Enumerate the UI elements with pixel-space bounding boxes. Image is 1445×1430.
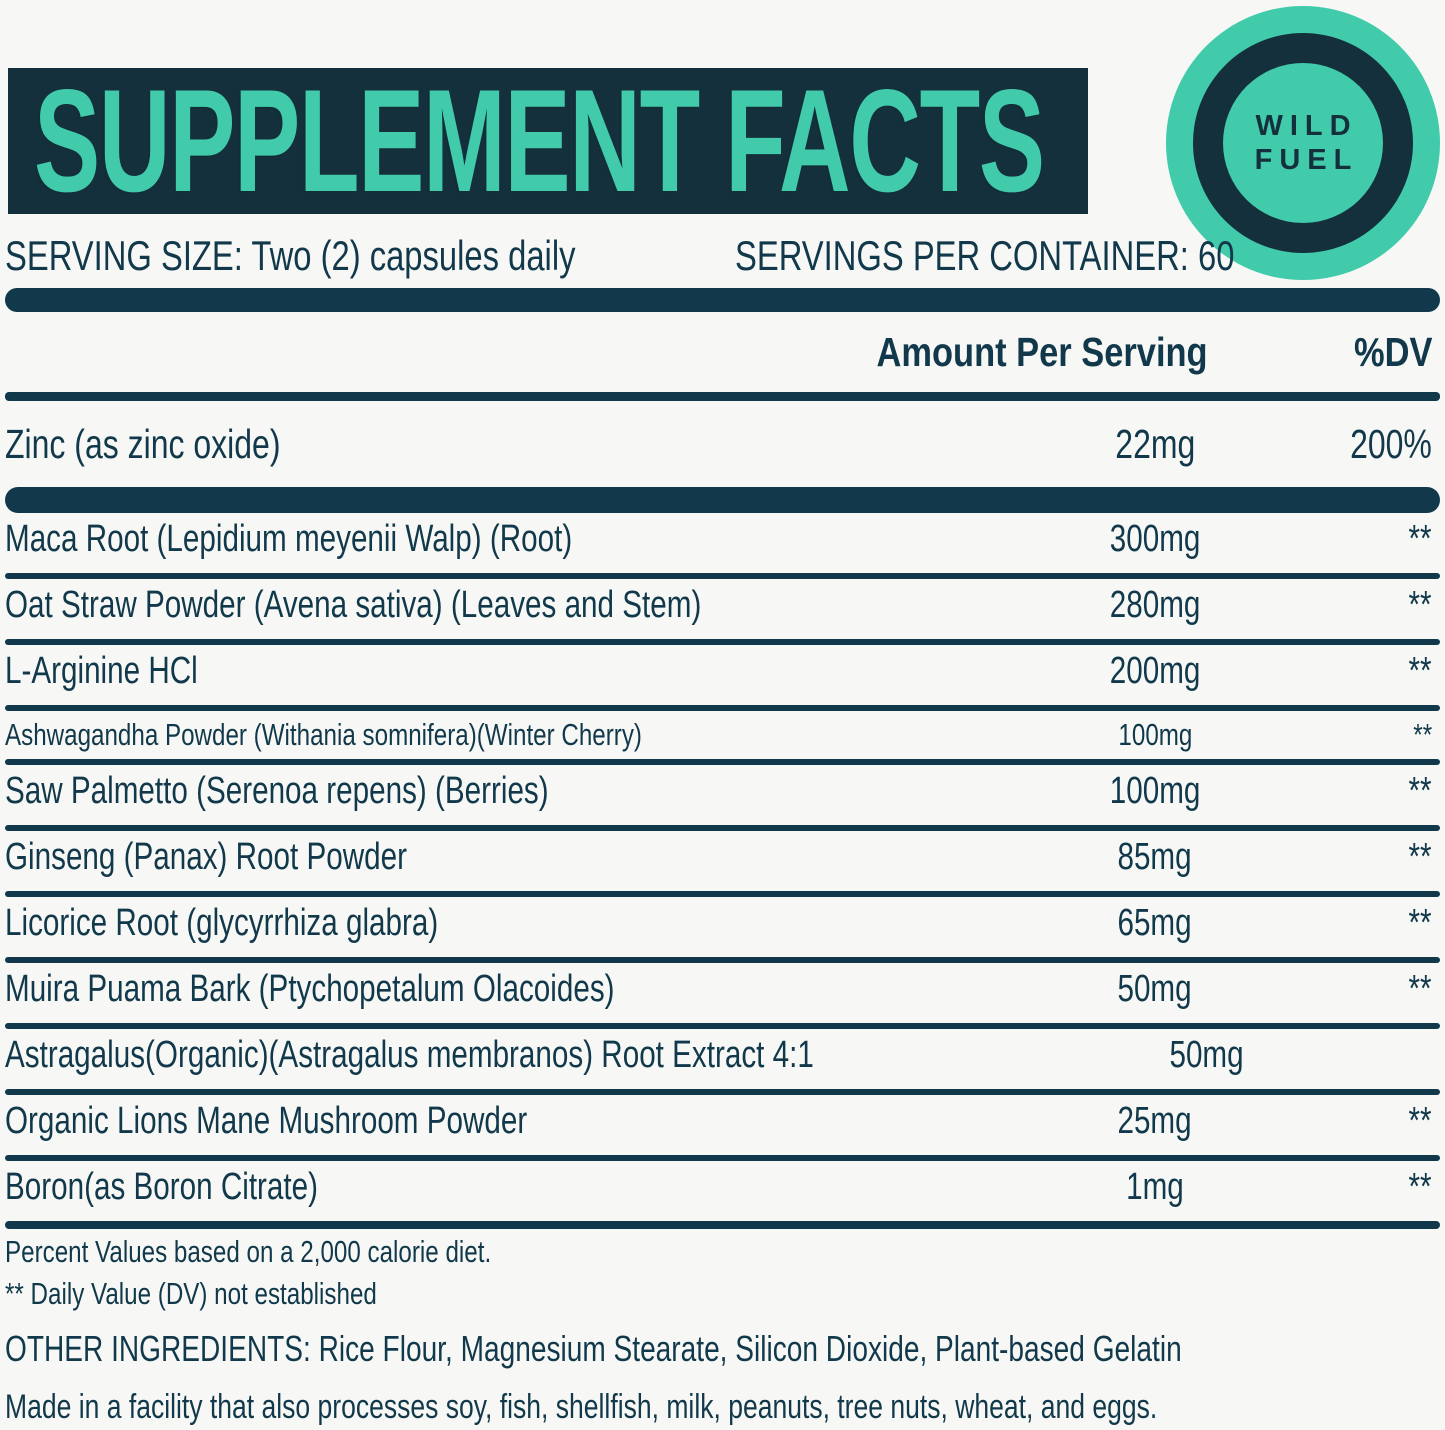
logo-inner-circle: WILD FUEL xyxy=(1223,63,1383,223)
ingredient-amount: 65mg xyxy=(1117,902,1193,944)
ingredient-dv: ** xyxy=(1408,1100,1432,1142)
divider-bar-top xyxy=(5,288,1440,312)
row-divider xyxy=(5,825,1440,831)
logo-ring: WILD FUEL xyxy=(1193,33,1413,253)
table-row: L-Arginine HCl 200mg ** xyxy=(5,645,1440,705)
row-divider xyxy=(5,1089,1440,1095)
table-row: Ginseng (Panax) Root Powder 85mg ** xyxy=(5,831,1440,891)
ingredient-amount: 22mg xyxy=(1115,420,1195,467)
ingredient-name: Ashwagandha Powder (Withania somnifera)(… xyxy=(5,717,642,752)
table-row: Oat Straw Powder (Avena sativa) (Leaves … xyxy=(5,579,1440,639)
ingredient-amount: 100mg xyxy=(1118,717,1192,752)
row-divider xyxy=(5,759,1440,765)
ingredient-name: L-Arginine HCl xyxy=(5,650,198,692)
ingredient-name: Oat Straw Powder (Avena sativa) (Leaves … xyxy=(5,584,702,626)
brand-name-line2: FUEL xyxy=(1254,144,1359,176)
ingredient-name: Organic Lions Mane Mushroom Powder xyxy=(5,1100,528,1142)
divider-bar-bottom xyxy=(5,1221,1440,1229)
ingredient-amount: 85mg xyxy=(1117,836,1193,878)
ingredient-dv: ** xyxy=(1408,902,1432,944)
ingredient-amount: 280mg xyxy=(1109,584,1201,626)
ingredient-name: Licorice Root (glycyrrhiza glabra) xyxy=(5,902,439,944)
page-title: SUPPLEMENT FACTS xyxy=(34,68,1045,214)
footnote-percent-values: Percent Values based on a 2,000 calorie … xyxy=(5,1234,492,1269)
facility-statement: Made in a facility that also processes s… xyxy=(5,1388,1158,1426)
ingredient-dv: 200% xyxy=(1350,420,1432,467)
ingredient-name: Astragalus(Organic)(Astragalus membranos… xyxy=(5,1034,814,1076)
table-row-primary: Zinc (as zinc oxide) 22mg 200% xyxy=(5,401,1440,487)
table-row: Boron(as Boron Citrate) 1mg ** xyxy=(5,1161,1440,1221)
table-row: Maca Root (Lepidium meyenii Walp) (Root)… xyxy=(5,513,1440,573)
title-band: SUPPLEMENT FACTS xyxy=(8,68,1088,214)
row-divider xyxy=(5,705,1440,711)
ingredient-name: Muira Puama Bark (Ptychopetalum Olacoide… xyxy=(5,968,615,1010)
table-row: Licorice Root (glycyrrhiza glabra) 65mg … xyxy=(5,897,1440,957)
brand-name: WILD FUEL xyxy=(1248,109,1359,177)
divider-bar-header xyxy=(5,392,1440,401)
brand-name-line1: WILD xyxy=(1255,110,1358,142)
ingredient-amount: 1mg xyxy=(1126,1166,1184,1208)
header-amount: Amount Per Serving xyxy=(876,328,1208,375)
header-dv: %DV xyxy=(1353,328,1432,375)
row-divider xyxy=(5,573,1440,579)
row-divider xyxy=(5,1155,1440,1161)
ingredient-dv: ** xyxy=(1372,1034,1445,1077)
ingredient-dv: ** xyxy=(1408,518,1432,560)
ingredient-amount: 300mg xyxy=(1109,518,1201,560)
ingredient-amount: 200mg xyxy=(1109,650,1201,692)
brand-logo: WILD FUEL xyxy=(1166,6,1440,280)
ingredient-name: Saw Palmetto (Serenoa repens) (Berries) xyxy=(5,770,549,812)
ingredient-name: Boron(as Boron Citrate) xyxy=(5,1166,319,1208)
ingredient-name: Zinc (as zinc oxide) xyxy=(5,420,281,467)
table-header-row: Amount Per Serving %DV xyxy=(5,312,1440,392)
serving-size: SERVING SIZE: Two (2) capsules daily xyxy=(5,232,576,279)
ingredient-name: Maca Root (Lepidium meyenii Walp) (Root) xyxy=(5,518,573,560)
table-row: Saw Palmetto (Serenoa repens) (Berries) … xyxy=(5,765,1440,825)
footnote-daily-value: ** Daily Value (DV) not established xyxy=(5,1276,377,1311)
table-row: Ashwagandha Powder (Withania somnifera)(… xyxy=(5,711,1440,759)
ingredient-amount: 100mg xyxy=(1109,770,1201,812)
row-divider xyxy=(5,639,1440,645)
divider-bar-primary xyxy=(5,487,1440,513)
table-row: Organic Lions Mane Mushroom Powder 25mg … xyxy=(5,1095,1440,1155)
table-row: Astragalus(Organic)(Astragalus membranos… xyxy=(5,1029,1440,1089)
ingredient-dv: ** xyxy=(1408,836,1432,878)
ingredient-dv: ** xyxy=(1413,717,1432,752)
row-divider xyxy=(5,1023,1440,1029)
ingredient-dv: ** xyxy=(1408,770,1432,812)
ingredient-amount: 50mg xyxy=(1169,1034,1245,1076)
ingredient-dv: ** xyxy=(1408,584,1432,626)
table-row: Muira Puama Bark (Ptychopetalum Olacoide… xyxy=(5,963,1440,1023)
ingredient-dv: ** xyxy=(1408,650,1432,692)
ingredient-dv: ** xyxy=(1408,968,1432,1010)
label-header: SUPPLEMENT FACTS WILD FUEL SERVING SIZE:… xyxy=(5,0,1440,280)
servings-per-container: SERVINGS PER CONTAINER: 60 xyxy=(735,232,1235,279)
other-ingredients: OTHER INGREDIENTS: Rice Flour, Magnesium… xyxy=(5,1328,1182,1369)
ingredient-name: Ginseng (Panax) Root Powder xyxy=(5,836,407,878)
ingredient-dv: ** xyxy=(1408,1166,1432,1208)
row-divider xyxy=(5,957,1440,963)
ingredient-amount: 25mg xyxy=(1117,1100,1193,1142)
ingredient-amount: 50mg xyxy=(1117,968,1193,1010)
row-divider xyxy=(5,891,1440,897)
